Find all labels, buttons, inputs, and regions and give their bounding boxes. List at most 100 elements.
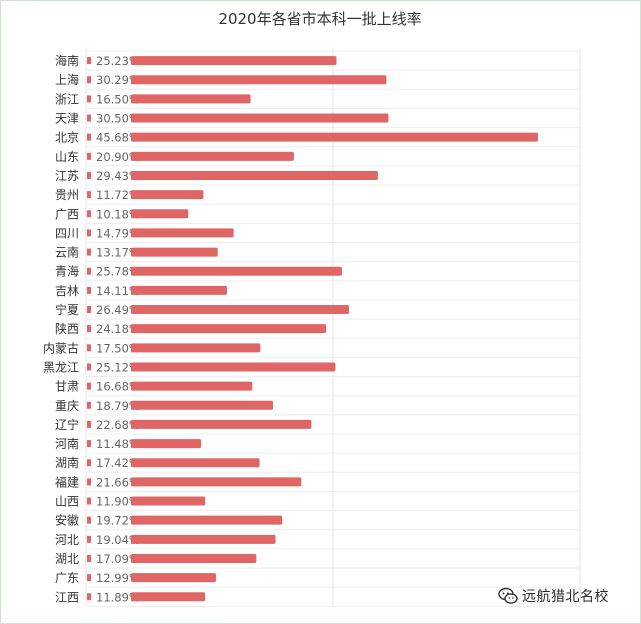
bar [131,228,234,238]
bar [131,190,204,200]
value-label: 10.18% [96,207,140,221]
category-label: 四川 [55,226,79,240]
value-label: 45.68% [96,131,140,145]
bar-marker [87,114,91,122]
bar-marker [87,76,91,84]
category-label: 贵州 [55,188,79,202]
bar-marker [87,593,91,601]
value-label: 25.23% [96,54,140,68]
category-label: 上海 [55,72,79,87]
bar-marker [87,171,91,179]
bar-marker [87,363,91,371]
bar [131,400,274,410]
category-label: 湖北 [55,551,79,566]
bar-marker [87,229,91,237]
bar [131,75,387,85]
category-label: 福建 [55,474,79,489]
value-label: 14.79% [96,226,140,240]
bar [131,285,227,295]
bar-layer: 海南 25.23% 上海 30.29% 浙江 16.50% 天津 30.50% 北京 45.68%… [43,53,538,604]
bar-marker [87,344,91,352]
category-label: 河南 [55,436,79,451]
bar [131,592,206,602]
bar-marker [87,574,91,582]
category-label: 云南 [55,245,79,260]
bar [131,132,538,142]
category-label: 海南 [55,53,79,68]
value-label: 11.48% [96,437,140,451]
category-label: 甘肃 [55,380,79,394]
bar-marker [87,535,91,543]
value-label: 21.66% [96,475,140,489]
category-label: 宁夏 [55,302,79,317]
value-label: 26.49% [96,303,140,317]
bar [131,209,189,219]
bar-marker [87,286,91,294]
value-label: 19.04% [96,533,140,547]
bar [131,477,302,487]
bar [131,458,260,468]
category-label: 河北 [55,533,79,547]
value-label: 13.17% [96,246,140,260]
category-label: 山东 [55,150,79,164]
bar [131,151,294,161]
bar-marker [87,248,91,256]
value-label: 16.50% [96,92,140,106]
category-label: 青海 [55,264,79,279]
bar-marker [87,478,91,486]
value-label: 25.12% [96,360,140,374]
bar-marker [87,554,91,562]
bar-marker [87,152,91,160]
bar [131,56,337,66]
value-label: 16.68% [96,380,140,394]
category-label: 湖南 [55,455,79,470]
bar [131,305,349,315]
value-label: 17.50% [96,341,140,355]
bar-marker [87,133,91,141]
bar-marker [87,497,91,505]
bar [131,439,202,449]
category-label: 江西 [55,590,79,604]
category-label: 重庆 [55,399,79,413]
category-label: 广西 [55,207,79,221]
value-label: 24.18% [96,322,140,336]
bar [131,419,312,429]
bar [131,496,206,506]
value-label: 22.68% [96,418,140,432]
category-label: 安徽 [55,513,79,528]
bar-marker [87,516,91,524]
bar-marker [87,57,91,65]
bar-marker [87,95,91,103]
bar [131,515,283,525]
bar-marker [87,459,91,467]
bar [131,573,216,583]
category-label: 黑龙江 [43,360,79,374]
value-label: 20.90% [96,150,140,164]
bar [131,343,261,353]
bar [131,94,251,104]
category-label: 山西 [55,495,79,509]
value-label: 12.99% [96,571,140,585]
bar [131,113,389,123]
bar [131,362,336,372]
value-label: 11.72% [96,188,140,202]
value-label: 14.11% [96,284,140,298]
bar [131,170,378,180]
wechat-icon [498,587,518,604]
bar-marker [87,420,91,428]
category-label: 北京 [55,131,79,145]
bar-marker [87,306,91,314]
bar [131,247,218,257]
bar-marker [87,267,91,275]
bar-marker [87,191,91,199]
bar-marker [87,401,91,409]
category-label: 天津 [55,112,79,126]
bar [131,534,276,544]
category-label: 陕西 [55,321,79,336]
category-label: 辽宁 [55,417,79,432]
category-label: 江苏 [55,169,79,183]
value-label: 25.78% [96,265,140,279]
grid-layer [85,49,581,607]
value-label: 17.09% [96,552,140,566]
